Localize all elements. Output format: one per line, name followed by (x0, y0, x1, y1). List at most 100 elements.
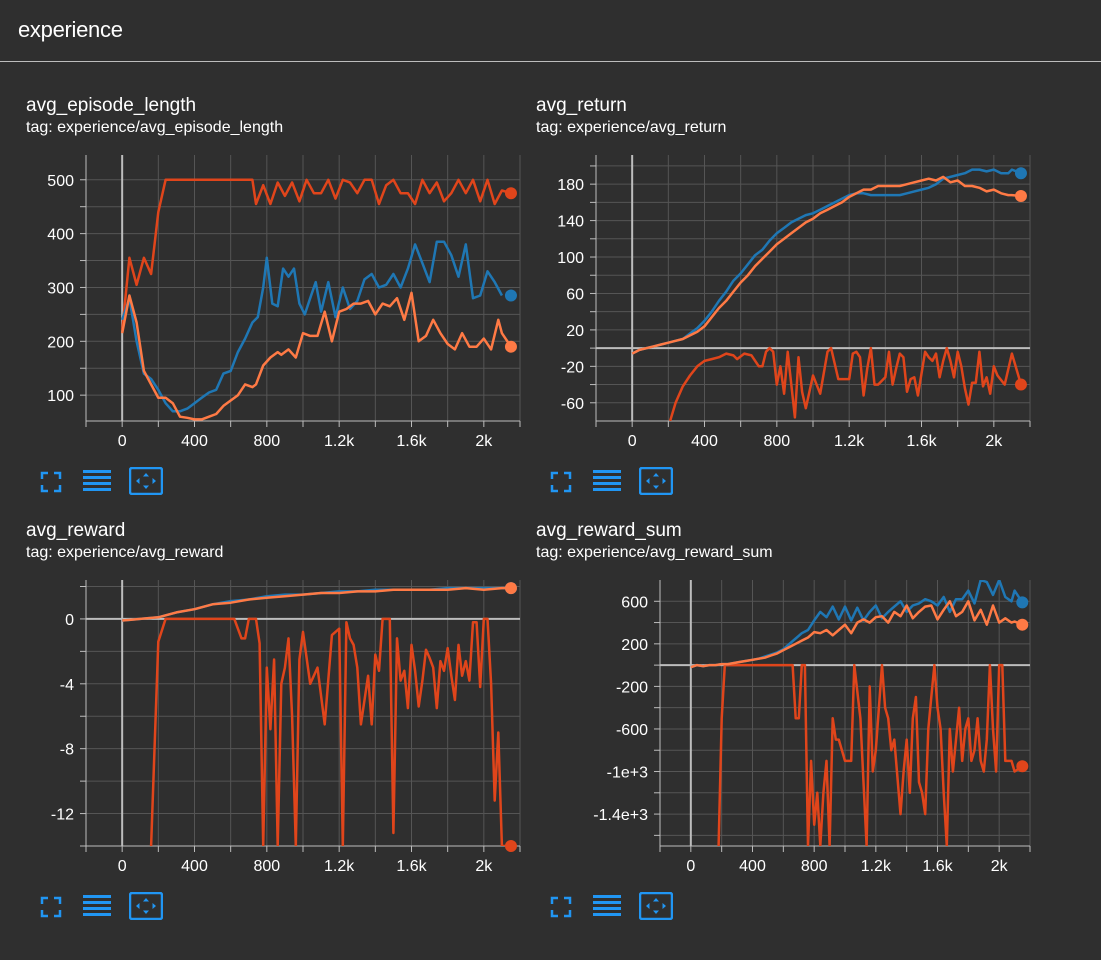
series-end-dot-blue (1014, 167, 1027, 180)
y-tick-label: -8 (60, 742, 74, 759)
chart-toolbar (546, 891, 676, 925)
series-line-red (717, 663, 1024, 846)
series-line-blue (121, 240, 504, 413)
chart-card-avg-reward: avg_reward tag: experience/avg_reward -1… (0, 520, 521, 960)
line-chart[interactable]: 100 200 300 400 500 0 400 800 1.2k 1.6k 2k (0, 95, 521, 475)
fit-domain-icon[interactable] (128, 891, 164, 925)
data-table-icon[interactable] (83, 469, 111, 498)
fit-domain-icon[interactable] (638, 466, 674, 500)
chart-toolbar (36, 891, 166, 925)
x-tick-label: 400 (181, 858, 208, 875)
series-group (122, 586, 511, 846)
series-line-orange (122, 586, 511, 622)
y-tick-label: 180 (557, 177, 584, 194)
series-end-dot-orange (1016, 618, 1029, 631)
x-tick-label: 400 (181, 433, 208, 450)
chart-title: avg_return (536, 95, 627, 116)
x-tick-label: 2k (475, 858, 493, 875)
series-end-dot-red (504, 187, 517, 200)
chart-tag: tag: experience/avg_episode_length (26, 119, 284, 136)
x-tick-label: 2k (475, 433, 493, 450)
series-line-orange (690, 600, 1023, 669)
x-tick-label: 800 (253, 433, 280, 450)
x-tick-label: 0 (628, 433, 637, 450)
series-line-blue (631, 168, 1022, 355)
x-tick-label: 1.2k (834, 433, 865, 450)
x-tick-label: 2k (991, 858, 1009, 875)
y-tick-label: 140 (557, 214, 584, 231)
x-tick-label: 2k (985, 433, 1003, 450)
series-end-dot-orange (504, 340, 517, 353)
data-table-icon[interactable] (83, 894, 111, 923)
y-tick-label: 100 (47, 388, 74, 405)
line-chart[interactable]: -60 -20 20 60 100 140 180 0 400 800 1.2k 1.6k 2k (510, 95, 1031, 475)
series-end-dot-red (504, 840, 517, 852)
chart-card-avg-reward-sum: avg_reward_sum tag: experience/avg_rewar… (510, 520, 1031, 960)
line-chart[interactable]: -1.4e+3 -1e+3 -600 -200 200 600 0 400 800 1.2k 1.6… (510, 520, 1031, 900)
y-tick-label: 200 (621, 637, 648, 654)
fullscreen-icon[interactable] (40, 896, 62, 923)
x-tick-label: 1.2k (324, 433, 355, 450)
fullscreen-icon[interactable] (550, 471, 572, 498)
x-tick-label: 0 (686, 858, 695, 875)
series-line-orange (120, 291, 513, 421)
series-line-red (668, 346, 1023, 421)
y-tick-label: -20 (561, 359, 584, 376)
series-end-dot-blue (504, 289, 517, 302)
series-line-red (120, 178, 512, 331)
chart-title: avg_reward (26, 520, 126, 541)
x-tick-label: 1.6k (396, 858, 427, 875)
line-chart[interactable]: -12 -8 -4 0 0 400 800 1.2k 1.6k 2k (0, 520, 521, 900)
y-tick-label: -12 (51, 807, 74, 824)
y-tick-label: 300 (47, 280, 74, 297)
chart-toolbar (36, 466, 166, 500)
x-tick-label: 400 (739, 858, 766, 875)
x-tick-label: 400 (691, 433, 718, 450)
series-group (690, 580, 1024, 846)
data-table-icon[interactable] (593, 894, 621, 923)
chart-title: avg_reward_sum (536, 520, 682, 541)
y-tick-label: 200 (47, 334, 74, 351)
x-tick-label: 800 (253, 858, 280, 875)
series-line-orange (631, 175, 1022, 355)
y-tick-label: -200 (616, 679, 648, 696)
series-end-dot-red (1014, 378, 1027, 391)
chart-toolbar (546, 466, 676, 500)
x-tick-label: 1.6k (906, 433, 937, 450)
chart-tag: tag: experience/avg_reward (26, 544, 224, 561)
section-title: experience (18, 17, 123, 42)
y-tick-label: -4 (60, 677, 74, 694)
data-table-icon[interactable] (593, 469, 621, 498)
fullscreen-icon[interactable] (550, 896, 572, 923)
chart-title: avg_episode_length (26, 95, 197, 116)
y-tick-label: 0 (65, 612, 74, 629)
series-end-dot-red (1016, 760, 1029, 773)
y-tick-label: 20 (566, 323, 584, 340)
x-tick-label: 1.2k (861, 858, 892, 875)
y-tick-label: 600 (621, 594, 648, 611)
chart-tag: tag: experience/avg_return (536, 119, 727, 136)
series-end-dot-orange (1014, 189, 1027, 202)
fullscreen-icon[interactable] (40, 471, 62, 498)
x-tick-label: 800 (763, 433, 790, 450)
x-tick-label: 1.2k (324, 858, 355, 875)
fit-domain-icon[interactable] (638, 891, 674, 925)
x-tick-label: 0 (118, 858, 127, 875)
series-group (120, 178, 513, 421)
series-line-red (149, 617, 511, 846)
x-tick-label: 0 (118, 433, 127, 450)
series-end-dot-orange (504, 582, 517, 595)
y-tick-label: -1e+3 (607, 765, 648, 782)
chart-tag: tag: experience/avg_reward_sum (536, 544, 773, 561)
y-tick-label: -600 (616, 722, 648, 739)
series-group (631, 168, 1023, 421)
y-tick-label: 400 (47, 227, 74, 244)
fit-domain-icon[interactable] (128, 466, 164, 500)
x-tick-label: 1.6k (396, 433, 427, 450)
y-tick-label: 100 (557, 250, 584, 267)
y-tick-label: 60 (566, 286, 584, 303)
series-end-dot-blue (1016, 596, 1029, 609)
y-tick-label: -1.4e+3 (593, 807, 648, 824)
x-tick-label: 800 (801, 858, 828, 875)
chart-card-avg-return: avg_return tag: experience/avg_return -6… (510, 95, 1031, 535)
